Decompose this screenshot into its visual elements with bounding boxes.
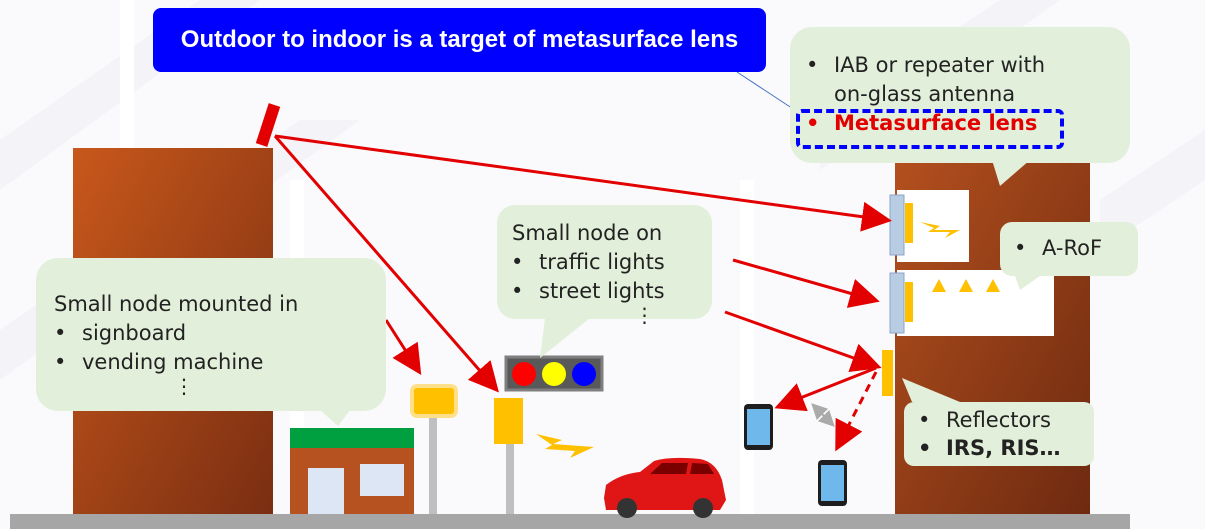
signboard-node bbox=[410, 384, 458, 418]
glass-panel-lower bbox=[889, 272, 905, 334]
lightning-icon bbox=[920, 222, 960, 238]
callout-iab-list: IAB or repeater with on-glass antenna Me… bbox=[790, 27, 1130, 138]
title-banner: Outdoor to indoor is a target of metasur… bbox=[153, 8, 766, 72]
traffic-node bbox=[494, 398, 523, 444]
smartphone-icon bbox=[818, 460, 847, 506]
callout-signboard-item-text: signboard bbox=[82, 321, 187, 345]
lightning-icon bbox=[536, 434, 594, 458]
callout-traffic-item-text: traffic lights bbox=[539, 250, 665, 274]
interaction-arrow bbox=[811, 403, 835, 427]
callout-reflectors-item: IRS, RIS… bbox=[916, 434, 1094, 462]
callout-signboard-list: signboard vending machine bbox=[36, 319, 386, 377]
node-lower bbox=[905, 282, 913, 322]
ground bbox=[10, 514, 1130, 529]
car-icon bbox=[604, 457, 726, 518]
callout-traffic-list: traffic lights street lights bbox=[497, 248, 712, 306]
title-text: Outdoor to indoor is a target of metasur… bbox=[180, 26, 739, 53]
callout-iab-item: IAB or repeater with on-glass antenna bbox=[804, 51, 1079, 109]
antenna-icon bbox=[255, 103, 281, 147]
callout-aro-item: A-RoF bbox=[1012, 234, 1138, 263]
shop-icon bbox=[290, 428, 414, 514]
node-upper bbox=[905, 203, 913, 243]
callout-signboard-more: ⋮ bbox=[174, 374, 194, 398]
callout-signboard-heading: Small node mounted in bbox=[36, 258, 386, 319]
callout-reflectors-item-text: IRS, RIS… bbox=[946, 436, 1061, 460]
callout-traffic-heading: Small node on bbox=[497, 205, 712, 248]
callout-signboard-item: signboard bbox=[52, 319, 386, 348]
callout-traffic-item: street lights bbox=[509, 277, 712, 306]
callout-traffic-item: traffic lights bbox=[509, 248, 712, 277]
callout-traffic-more: ⋮ bbox=[634, 303, 655, 327]
traffic-pole bbox=[506, 440, 514, 514]
callout-signboard: Small node mounted in signboard vending … bbox=[36, 258, 386, 411]
callout-iab-item-highlight: Metasurface lens bbox=[804, 109, 1130, 138]
aro-antenna-3 bbox=[986, 279, 1000, 292]
signboard-pole bbox=[429, 416, 437, 514]
traffic-light-icon bbox=[504, 355, 604, 392]
callout-aro: A-RoF bbox=[1000, 222, 1138, 276]
callout-reflectors-item-text: Reflectors bbox=[946, 408, 1051, 432]
callout-iab: IAB or repeater with on-glass antenna Me… bbox=[790, 27, 1130, 163]
callout-aro-item-text: A-RoF bbox=[1042, 236, 1103, 260]
callout-signboard-item-text: vending machine bbox=[82, 350, 264, 374]
callout-aro-list: A-RoF bbox=[1000, 222, 1138, 263]
callout-traffic: Small node on traffic lights street ligh… bbox=[497, 205, 712, 325]
callout-iab-item-text: IAB or repeater with on-glass antenna bbox=[834, 53, 1046, 106]
smartphone-icon bbox=[744, 404, 773, 450]
reflector-panel bbox=[882, 350, 893, 396]
callout-traffic-heading-text: Small node on bbox=[512, 221, 663, 245]
callout-reflectors-item: Reflectors bbox=[916, 406, 1094, 434]
callout-traffic-item-text: street lights bbox=[539, 279, 665, 303]
callout-reflectors: Reflectors IRS, RIS… bbox=[904, 402, 1094, 466]
aro-antenna-1 bbox=[932, 279, 946, 292]
signal-arrows bbox=[273, 134, 892, 452]
callout-signboard-heading-text: Small node mounted in bbox=[54, 292, 299, 316]
callout-reflectors-list: Reflectors IRS, RIS… bbox=[904, 402, 1094, 462]
glass-panel-upper bbox=[889, 194, 905, 256]
highlight-box bbox=[796, 109, 1064, 149]
callout-iab-item-highlight-text: Metasurface lens bbox=[834, 111, 1038, 135]
aro-antenna-2 bbox=[959, 279, 973, 292]
callout-signboard-item: vending machine bbox=[52, 348, 386, 377]
